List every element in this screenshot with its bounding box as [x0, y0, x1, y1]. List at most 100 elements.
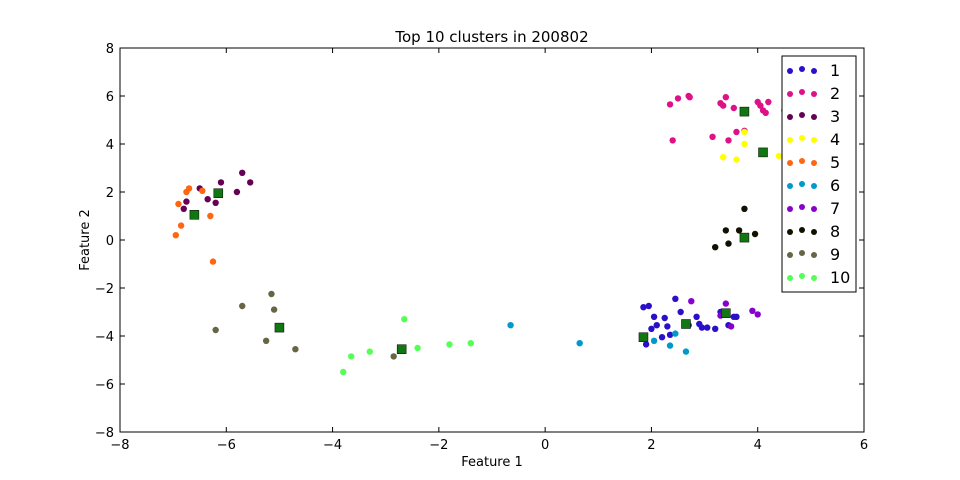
legend-entry: 3 [787, 107, 840, 126]
x-tick-label: −4 [323, 438, 342, 453]
data-point [725, 240, 732, 247]
legend-marker [799, 250, 805, 256]
data-point [698, 324, 706, 331]
legend-marker [787, 206, 793, 212]
data-point [704, 324, 711, 331]
legend-marker [799, 135, 805, 141]
data-point [672, 295, 679, 302]
centroid-marker [681, 319, 691, 329]
data-point [741, 140, 748, 148]
legend-marker [811, 68, 817, 74]
x-tick-label: −2 [429, 438, 448, 453]
legend-marker [787, 68, 793, 74]
data-point [507, 322, 514, 329]
legend-entry: 9 [787, 245, 840, 264]
data-point [650, 337, 658, 344]
data-point [347, 353, 355, 360]
legend-marker [811, 137, 817, 143]
centroid-marker [758, 147, 768, 158]
legend-marker [787, 183, 793, 189]
data-point [709, 133, 716, 140]
x-tick-label: 2 [647, 438, 655, 453]
data-point [340, 368, 347, 376]
data-point [719, 102, 727, 109]
data-point [233, 188, 241, 196]
data-point [754, 311, 761, 318]
legend-entry: 6 [787, 176, 840, 195]
centroid-marker [739, 232, 750, 243]
data-point [727, 323, 735, 330]
legend-marker [811, 252, 817, 258]
legend-label: 5 [830, 153, 840, 172]
series-10 [340, 316, 474, 376]
data-point [658, 334, 666, 341]
legend-marker [799, 204, 805, 210]
data-point [446, 341, 453, 348]
data-point [733, 156, 740, 163]
legend-marker [799, 158, 805, 164]
legend-marker [811, 91, 817, 97]
data-point [292, 346, 299, 353]
data-point [661, 314, 668, 322]
data-point [175, 200, 182, 208]
data-point [733, 313, 740, 320]
x-tick-label: −8 [110, 438, 129, 453]
data-point [741, 128, 748, 136]
data-point [722, 300, 730, 307]
legend-marker [799, 89, 805, 95]
legend-label: 9 [830, 245, 840, 264]
y-axis-label: Feature 2 [78, 209, 93, 271]
legend-label: 7 [830, 199, 840, 218]
legend-box [781, 55, 857, 293]
data-point [648, 325, 655, 332]
data-point [414, 344, 421, 352]
data-point [741, 205, 748, 212]
legend-marker [811, 114, 817, 120]
plot-area [172, 92, 788, 376]
y-tick-label: 8 [106, 42, 114, 57]
data-point [653, 322, 660, 329]
data-point [677, 308, 684, 316]
y-tick-label: 4 [106, 138, 114, 153]
data-point [217, 179, 225, 186]
data-point [177, 222, 185, 229]
legend-marker [787, 137, 793, 143]
centroid-marker [213, 188, 224, 198]
data-point [672, 330, 679, 337]
legend-label: 10 [830, 268, 850, 287]
legend-label: 1 [830, 61, 840, 80]
legend-marker [799, 66, 805, 72]
data-point [693, 313, 700, 320]
centroid-marker [396, 344, 407, 354]
series-9 [212, 290, 397, 360]
data-point [775, 152, 783, 160]
legend-label: 8 [830, 222, 840, 241]
centroids [189, 106, 768, 354]
centroid-marker [721, 308, 731, 318]
data-point [180, 205, 187, 212]
legend-marker [787, 91, 793, 97]
data-point [247, 179, 254, 186]
legend-marker [787, 229, 793, 235]
series-8 [712, 205, 759, 251]
series-4 [719, 128, 783, 163]
data-point [765, 98, 772, 106]
data-point [688, 298, 695, 305]
legend-entry: 7 [787, 199, 840, 218]
data-point [262, 337, 270, 344]
legend-marker [799, 273, 805, 279]
data-point [642, 341, 650, 348]
x-tick-label: −6 [217, 438, 236, 453]
legend-marker [811, 206, 817, 212]
data-point [666, 101, 674, 108]
data-point [666, 342, 674, 349]
legend: 1 2 3 4 5 6 7 8 9 10 [781, 55, 857, 293]
legend-entry: 10 [787, 268, 850, 287]
data-point [239, 302, 246, 310]
axis-ticks: −8 −6 −4 −2 0 2 4 6 −8 −6 −4 −2 0 2 4 6 8 [95, 42, 868, 453]
data-point [270, 306, 278, 313]
y-tick-label: 2 [106, 186, 114, 201]
data-point [650, 313, 658, 320]
data-point [576, 340, 583, 347]
